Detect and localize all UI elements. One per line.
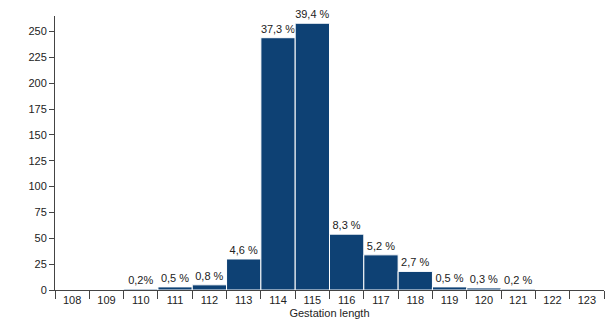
svg-text:0,5 %: 0,5 % (161, 272, 189, 284)
svg-text:113: 113 (235, 294, 253, 306)
svg-text:175: 175 (28, 103, 46, 115)
svg-text:5,2 %: 5,2 % (367, 240, 395, 252)
svg-text:114: 114 (269, 294, 287, 306)
svg-text:0,3 %: 0,3 % (470, 273, 498, 285)
svg-text:0,2 %: 0,2 % (504, 274, 532, 286)
svg-text:4,6 %: 4,6 % (230, 244, 258, 256)
svg-text:200: 200 (28, 77, 46, 89)
svg-text:100: 100 (28, 180, 46, 192)
svg-text:122: 122 (543, 294, 561, 306)
svg-text:110: 110 (132, 294, 150, 306)
svg-text:225: 225 (28, 51, 46, 63)
svg-text:123: 123 (578, 294, 596, 306)
svg-text:250: 250 (28, 25, 46, 37)
svg-text:118: 118 (407, 294, 425, 306)
svg-text:25: 25 (35, 258, 47, 270)
svg-text:112: 112 (201, 294, 219, 306)
svg-text:108: 108 (63, 294, 81, 306)
svg-text:0,2%: 0,2% (128, 274, 153, 286)
svg-text:Gestation length: Gestation length (289, 307, 369, 319)
svg-text:121: 121 (509, 294, 527, 306)
svg-text:119: 119 (441, 294, 459, 306)
svg-text:2,7 %: 2,7 % (401, 256, 429, 268)
svg-text:0,5 %: 0,5 % (435, 272, 463, 284)
svg-text:117: 117 (372, 294, 390, 306)
svg-text:120: 120 (475, 294, 493, 306)
svg-text:0: 0 (41, 284, 47, 296)
svg-text:37,3 %: 37,3 % (261, 23, 295, 35)
svg-text:50: 50 (35, 232, 47, 244)
svg-text:8,3 %: 8,3 % (332, 219, 360, 231)
svg-text:125: 125 (28, 155, 46, 167)
svg-text:111: 111 (167, 294, 184, 306)
svg-text:116: 116 (338, 294, 356, 306)
svg-text:0,8 %: 0,8 % (195, 270, 223, 282)
svg-text:150: 150 (28, 129, 46, 141)
svg-text:75: 75 (35, 206, 47, 218)
svg-text:109: 109 (97, 294, 115, 306)
svg-text:115: 115 (304, 294, 322, 306)
svg-text:39,4 %: 39,4 % (295, 8, 329, 20)
